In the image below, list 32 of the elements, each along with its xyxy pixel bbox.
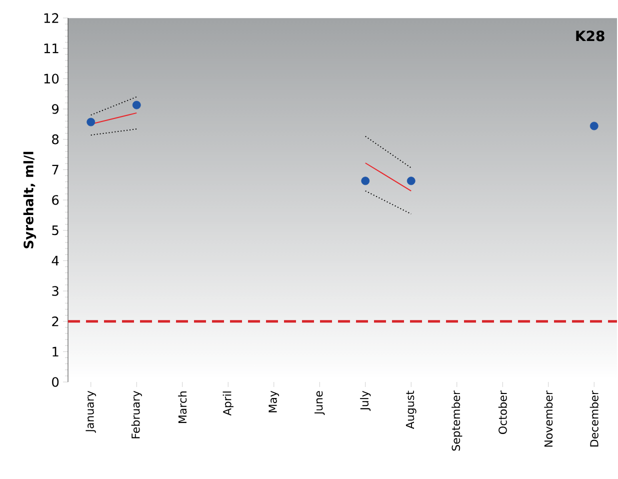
- point: [132, 100, 141, 110]
- y-tick-label: 2: [52, 316, 58, 326]
- y-tick-label: 0: [52, 377, 59, 387]
- x-tick-label: February: [131, 390, 142, 438]
- x-tick-label: November: [544, 390, 553, 447]
- y-tick-label: 10: [44, 74, 59, 84]
- y-tick-label: 11: [44, 44, 58, 54]
- annotation: K28: [576, 30, 604, 42]
- x-tick-label: January: [86, 390, 96, 433]
- y-tick-label: 8: [52, 134, 59, 144]
- x-tick-label: March: [178, 391, 187, 423]
- x-tick-label: August: [406, 390, 416, 429]
- x-tick-label: October: [498, 390, 507, 434]
- y-tick-label: 3: [52, 286, 58, 296]
- point: [86, 118, 96, 126]
- x-tick-label: December: [590, 390, 598, 446]
- x-tick-label: September: [452, 390, 462, 451]
- y-tick-label: 4: [52, 256, 59, 266]
- y-tick-label: 7: [52, 164, 58, 174]
- y-tick-label: 5: [52, 226, 58, 236]
- x-tick-label: April: [222, 392, 234, 416]
- point: [406, 176, 416, 186]
- x-tick-label: May: [268, 390, 280, 412]
- y-axis-title: Syrehalt, ml/l: [23, 152, 36, 248]
- point: [590, 122, 598, 130]
- y-tick-label: 1: [52, 346, 58, 356]
- y-tick-label: 12: [44, 13, 58, 23]
- x-tick-label: June: [314, 391, 325, 416]
- y-tick-label: 6: [52, 195, 59, 205]
- x-tick-label: July: [360, 390, 371, 411]
- y-tick-label: 9: [52, 104, 59, 114]
- point: [361, 176, 370, 186]
